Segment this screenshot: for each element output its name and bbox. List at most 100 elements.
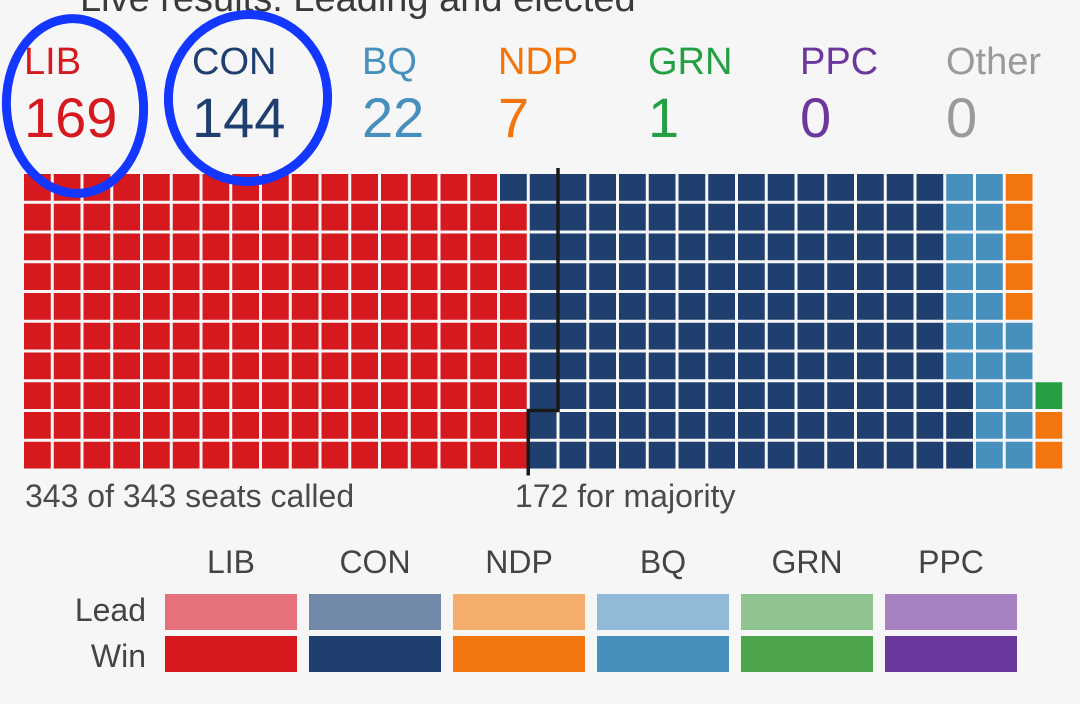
seat-cell-con	[886, 203, 914, 231]
legend-swatch-ppc-win	[885, 636, 1017, 672]
seat-cell-con	[619, 441, 646, 469]
seat-cell-lib	[24, 412, 51, 439]
seat-cell-lib	[113, 233, 140, 261]
seat-cell-con	[559, 233, 587, 261]
seat-cell-lib	[53, 203, 81, 231]
seat-cell-lib	[351, 233, 378, 261]
seat-cell-lib	[24, 352, 51, 380]
seat-cell-lib	[440, 322, 468, 350]
seat-cell-bq	[1005, 352, 1033, 380]
seat-cell-lib	[381, 412, 408, 439]
seat-cell-con	[559, 174, 587, 201]
seat-cell-con	[827, 233, 854, 261]
seat-cell-lib	[24, 382, 51, 409]
seat-cell-lib	[24, 203, 51, 231]
seat-cell-lib	[381, 293, 408, 320]
seat-cell-grn	[1035, 382, 1063, 409]
seat-cell-lib	[172, 263, 200, 290]
legend-swatch-lib-win	[165, 636, 297, 672]
seat-cell-con	[886, 412, 914, 439]
seat-cell-bq	[976, 441, 1003, 469]
seat-cell-con	[916, 352, 944, 380]
seat-cell-ndp	[1005, 263, 1033, 290]
seat-cell-lib	[262, 293, 289, 320]
seat-cell-lib	[83, 263, 111, 290]
legend-swatch-ppc-lead	[885, 594, 1017, 630]
legend-swatch-lib-lead	[165, 594, 297, 630]
seat-cell-con	[827, 263, 854, 290]
party-seat-count: 0	[946, 86, 978, 149]
seat-cell-lib	[83, 174, 111, 201]
seat-cell-con	[529, 322, 557, 350]
legend-swatch-con-win	[309, 636, 441, 672]
seat-cell-con	[619, 233, 646, 261]
seat-cell-lib	[381, 174, 408, 201]
seat-cell-lib	[381, 263, 408, 290]
seat-cell-con	[648, 412, 676, 439]
party-seat-count: 1	[648, 86, 680, 149]
seat-cell-con	[916, 174, 944, 201]
seat-cell-con	[886, 263, 914, 290]
seat-cell-con	[619, 322, 646, 350]
seat-cell-lib	[440, 203, 468, 231]
seat-cell-ndp	[1035, 441, 1063, 469]
legend-swatch-ndp-win	[453, 636, 585, 672]
seat-cell-con	[767, 293, 795, 320]
seat-cell-lib	[381, 203, 408, 231]
seat-cell-lib	[470, 352, 497, 380]
seat-cell-con	[767, 382, 795, 409]
seat-cell-con	[797, 233, 825, 261]
seat-cell-lib	[500, 203, 527, 231]
seat-cell-lib	[113, 263, 140, 290]
seat-cell-lib	[262, 174, 289, 201]
seat-cell-con	[678, 412, 706, 439]
legend-swatch-bq-lead	[597, 594, 729, 630]
seat-cell-con	[529, 263, 557, 290]
seat-cell-con	[857, 412, 884, 439]
seat-cell-con	[857, 322, 884, 350]
seat-cell-con	[827, 203, 854, 231]
seat-cell-lib	[351, 441, 378, 469]
seat-cell-lib	[232, 352, 259, 380]
seat-cell-lib	[291, 352, 319, 380]
legend-party-lib: LIB	[206, 544, 256, 580]
seat-cell-lib	[202, 441, 230, 469]
seat-cell-lib	[172, 322, 200, 350]
seat-cell-lib	[143, 293, 170, 320]
seat-cell-lib	[53, 412, 81, 439]
party-abbr: CON	[192, 41, 277, 83]
seat-cell-lib	[232, 322, 259, 350]
seat-cell-lib	[202, 382, 230, 409]
seat-cell-con	[708, 412, 735, 439]
seat-cell-lib	[83, 412, 111, 439]
seat-cell-lib	[321, 203, 349, 231]
seat-cell-con	[678, 263, 706, 290]
seat-cell-lib	[143, 233, 170, 261]
seat-cell-lib	[113, 382, 140, 409]
seat-cell-bq	[1005, 412, 1033, 439]
seat-cell-lib	[470, 293, 497, 320]
seat-cell-lib	[172, 412, 200, 439]
seat-cell-lib	[291, 174, 319, 201]
seat-cell-lib	[24, 174, 51, 201]
seat-cell-bq	[946, 352, 973, 380]
seat-cell-con	[619, 412, 646, 439]
seat-cell-lib	[500, 293, 527, 320]
seat-cell-lib	[262, 382, 289, 409]
seat-cell-con	[648, 352, 676, 380]
seat-cell-con	[619, 382, 646, 409]
seat-cell-lib	[53, 174, 81, 201]
seat-cell-lib	[202, 174, 230, 201]
seat-cell-con	[529, 412, 557, 439]
seat-cell-bq	[976, 233, 1003, 261]
seat-cell-con	[857, 203, 884, 231]
seat-cell-con	[559, 441, 587, 469]
seat-cell-con	[857, 233, 884, 261]
seat-cell-lib	[232, 263, 259, 290]
seat-cell-lib	[202, 293, 230, 320]
seat-cell-lib	[172, 352, 200, 380]
seat-cell-lib	[500, 322, 527, 350]
seat-cell-con	[648, 322, 676, 350]
seat-cell-lib	[53, 352, 81, 380]
party-seat-count: 144	[192, 86, 286, 149]
